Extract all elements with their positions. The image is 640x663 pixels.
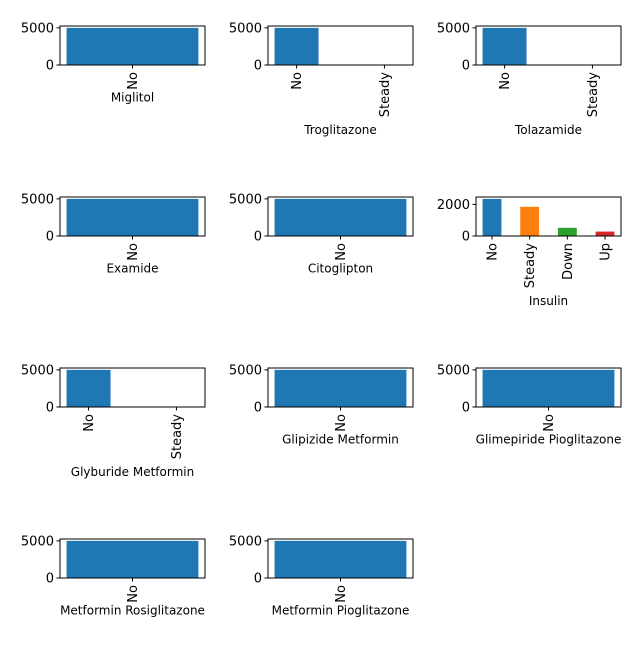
bar-no bbox=[482, 198, 502, 236]
x-tick-label: Steady bbox=[170, 414, 185, 460]
y-tick-label: 0 bbox=[254, 230, 262, 245]
bar-no bbox=[274, 540, 407, 578]
y-tick-label: 5000 bbox=[229, 21, 262, 36]
x-tick-label: No bbox=[334, 585, 349, 603]
y-tick-label: 0 bbox=[46, 230, 54, 245]
x-axis-label: Examide bbox=[106, 261, 158, 275]
axes-frame bbox=[475, 25, 622, 66]
y-tick-label: 5000 bbox=[437, 21, 470, 36]
x-tick-label: No bbox=[334, 414, 349, 432]
y-tick-label: 0 bbox=[46, 572, 54, 587]
x-tick-label: No bbox=[290, 72, 305, 90]
x-tick-label: Up bbox=[598, 243, 613, 261]
y-tick-label: 5000 bbox=[229, 363, 262, 378]
y-tick-label: 2000 bbox=[437, 198, 470, 213]
x-axis-label: Troglitazone bbox=[303, 123, 377, 137]
subplot-2: 0 5000 No Steady Tolazamide bbox=[437, 21, 622, 137]
axes-frame bbox=[475, 196, 622, 237]
x-axis-label: Insulin bbox=[529, 294, 568, 308]
x-tick-label: Steady bbox=[586, 72, 601, 118]
y-tick-label: 0 bbox=[462, 59, 470, 74]
bar-no bbox=[482, 27, 527, 65]
y-tick-label: 0 bbox=[254, 572, 262, 587]
bar-no bbox=[274, 198, 407, 236]
bar-no bbox=[274, 27, 319, 65]
y-tick-label: 5000 bbox=[21, 363, 54, 378]
x-tick-label: Down bbox=[561, 243, 576, 280]
bar-no bbox=[482, 369, 615, 407]
bar-down bbox=[557, 227, 577, 236]
y-tick-label: 5000 bbox=[21, 192, 54, 207]
x-axis-label: Metformin Pioglitazone bbox=[272, 603, 410, 617]
y-tick-label: 0 bbox=[462, 230, 470, 245]
y-tick-label: 0 bbox=[254, 59, 262, 74]
y-tick-label: 5000 bbox=[21, 21, 54, 36]
x-axis-label: Metformin Rosiglitazone bbox=[60, 603, 205, 617]
x-axis-label: Citoglipton bbox=[308, 261, 373, 275]
x-axis-label: Tolazamide bbox=[514, 123, 582, 137]
bar-no bbox=[66, 540, 199, 578]
subplot-6: 0 5000 No Steady Glyburide Metformin bbox=[21, 363, 206, 479]
x-axis-label: Miglitol bbox=[111, 90, 154, 104]
y-tick-label: 0 bbox=[46, 401, 54, 416]
axes-frame bbox=[267, 25, 414, 66]
x-tick-label: No bbox=[126, 243, 141, 261]
y-tick-label: 5000 bbox=[21, 534, 54, 549]
y-tick-label: 5000 bbox=[229, 534, 262, 549]
y-tick-label: 5000 bbox=[229, 192, 262, 207]
x-tick-label: No bbox=[542, 414, 557, 432]
bar-steady bbox=[520, 206, 540, 236]
x-axis-label: Glipizide Metformin bbox=[282, 432, 399, 446]
bar-no bbox=[66, 369, 111, 407]
x-tick-label: No bbox=[126, 72, 141, 90]
x-axis-label: Glimepiride Pioglitazone bbox=[476, 432, 622, 446]
axes-frame bbox=[59, 367, 206, 408]
x-tick-label: No bbox=[486, 243, 501, 261]
x-tick-label: No bbox=[498, 72, 513, 90]
x-tick-label: Steady bbox=[523, 243, 538, 289]
bar-no bbox=[274, 369, 407, 407]
y-tick-label: 0 bbox=[462, 401, 470, 416]
x-tick-label: No bbox=[82, 414, 97, 432]
x-tick-label: Steady bbox=[378, 72, 393, 118]
bar-up bbox=[595, 231, 615, 236]
y-tick-label: 5000 bbox=[437, 363, 470, 378]
y-tick-label: 0 bbox=[46, 59, 54, 74]
subplot-5: 0 2000 No Steady Down Up Insulin bbox=[437, 196, 622, 308]
x-axis-label: Glyburide Metformin bbox=[71, 465, 194, 479]
y-tick-label: 0 bbox=[254, 401, 262, 416]
bar-no bbox=[66, 27, 199, 65]
x-tick-label: No bbox=[126, 585, 141, 603]
bar-no bbox=[66, 198, 199, 236]
x-tick-label: No bbox=[334, 243, 349, 261]
